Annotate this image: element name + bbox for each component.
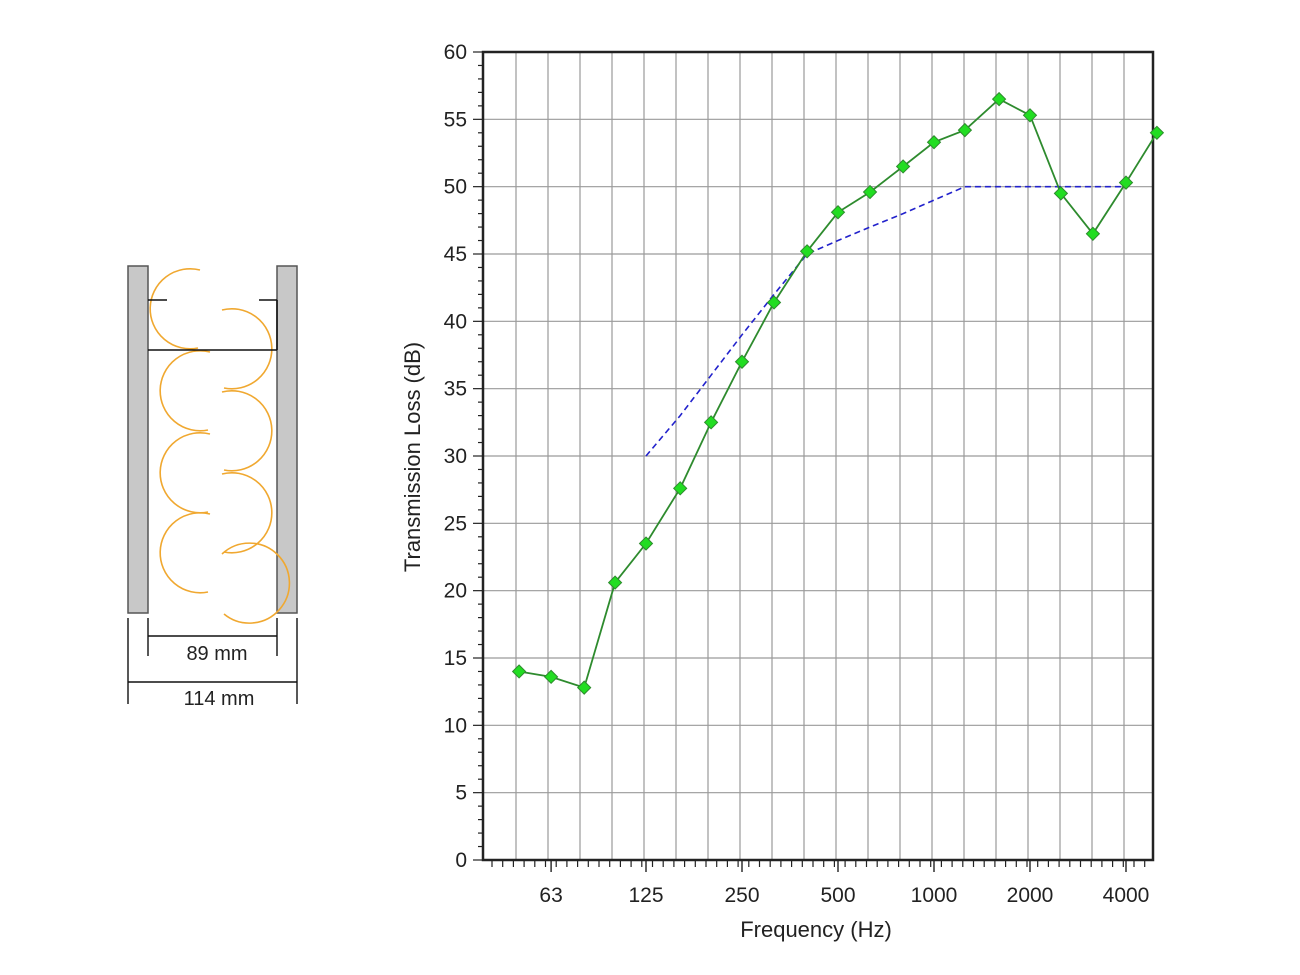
x-tick-label: 500 — [820, 884, 855, 907]
y-tick-label: 30 — [444, 445, 467, 468]
x-axis-label: Frequency (Hz) — [740, 917, 892, 942]
y-tick-label: 15 — [444, 647, 467, 670]
x-tick-label: 2000 — [1007, 884, 1054, 907]
data-point-marker — [576, 680, 592, 695]
y-tick-label: 35 — [444, 378, 467, 401]
x-tick-label: 250 — [724, 884, 759, 907]
y-tick-label: 55 — [444, 108, 467, 131]
stud-outline — [148, 299, 278, 351]
y-tick-label: 60 — [444, 41, 467, 64]
data-point-marker — [1149, 125, 1165, 141]
data-point-marker — [607, 575, 623, 590]
data-point-marker — [1022, 108, 1038, 123]
reference-contour-line — [645, 185, 1126, 457]
x-tick-label: 63 — [539, 884, 562, 907]
left-board — [127, 265, 149, 614]
y-tick-label: 10 — [444, 714, 467, 737]
data-point-marker — [543, 669, 559, 685]
data-point-marker — [991, 91, 1007, 107]
x-axis: 63 125 250 500 1000 2000 4000 — [491, 860, 1150, 907]
data-point-marker — [638, 536, 654, 551]
data-point-marker — [957, 122, 973, 138]
data-point-marker — [1053, 186, 1069, 201]
inner-dimension-label: 89 mm — [186, 643, 247, 665]
y-tick-label: 20 — [444, 580, 467, 603]
y-axis: 0 5 10 15 20 25 30 35 40 45 50 55 60 — [444, 41, 483, 872]
x-tick-label: 1000 — [911, 884, 958, 907]
x-tick-label: 125 — [628, 884, 663, 907]
right-board — [276, 265, 298, 614]
y-axis-label: Transmission Loss (dB) — [400, 342, 425, 572]
outer-dimension-label: 114 mm — [184, 688, 255, 710]
data-point-marker — [895, 159, 911, 174]
insulation-batt — [149, 267, 291, 624]
data-point-marker — [799, 244, 815, 259]
data-point-marker — [926, 135, 942, 150]
data-point-marker — [766, 295, 782, 310]
y-tick-label: 5 — [455, 782, 467, 805]
series — [511, 91, 1165, 695]
data-point-marker — [734, 354, 750, 369]
x-tick-label: 4000 — [1103, 884, 1150, 907]
y-tick-label: 40 — [444, 310, 467, 333]
data-point-marker — [703, 415, 719, 430]
data-point-marker — [1118, 175, 1134, 190]
data-point-marker — [672, 481, 688, 496]
y-tick-label: 50 — [444, 176, 467, 199]
y-tick-label: 25 — [444, 512, 467, 535]
data-point-marker — [511, 664, 527, 679]
y-tick-label: 0 — [455, 849, 467, 872]
dimension-lines — [127, 618, 298, 704]
data-point-marker — [1085, 226, 1101, 242]
data-point-marker — [862, 184, 878, 200]
data-point-marker — [830, 205, 846, 220]
y-tick-label: 45 — [444, 243, 467, 266]
